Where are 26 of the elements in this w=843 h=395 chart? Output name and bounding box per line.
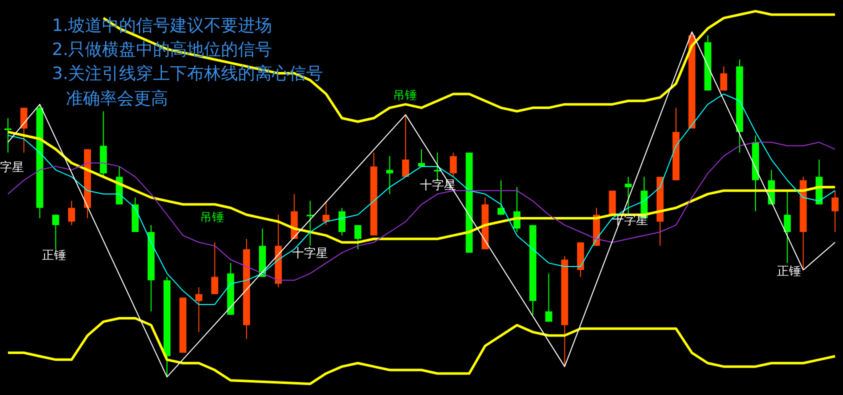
annotation: 吊锤 bbox=[393, 88, 417, 102]
candlestick bbox=[832, 190, 839, 233]
annotation: 十字星 bbox=[292, 246, 328, 260]
candlestick bbox=[20, 107, 28, 154]
candlestick bbox=[720, 66, 728, 92]
candlestick bbox=[624, 176, 632, 216]
annotation: 准确率会更高 bbox=[66, 89, 168, 110]
candlestick bbox=[4, 118, 12, 154]
annotation: 字星 bbox=[0, 160, 24, 174]
candlestick bbox=[784, 190, 791, 264]
candlestick bbox=[418, 148, 425, 167]
candlestick bbox=[545, 272, 552, 322]
annotation: 吊锤 bbox=[200, 210, 224, 224]
candlestick bbox=[195, 286, 202, 333]
candlestick bbox=[402, 114, 410, 178]
candlestick bbox=[211, 242, 218, 295]
candlestick bbox=[52, 214, 60, 250]
candlestick bbox=[354, 224, 362, 250]
annotation: 正锤 bbox=[777, 264, 801, 278]
annotation: 正锤 bbox=[42, 248, 66, 262]
candlestick bbox=[386, 156, 394, 195]
candlestick bbox=[338, 207, 346, 236]
candlestick bbox=[68, 200, 76, 226]
candlestick bbox=[306, 200, 314, 246]
candlestick bbox=[498, 180, 505, 216]
candlestick bbox=[450, 152, 457, 178]
